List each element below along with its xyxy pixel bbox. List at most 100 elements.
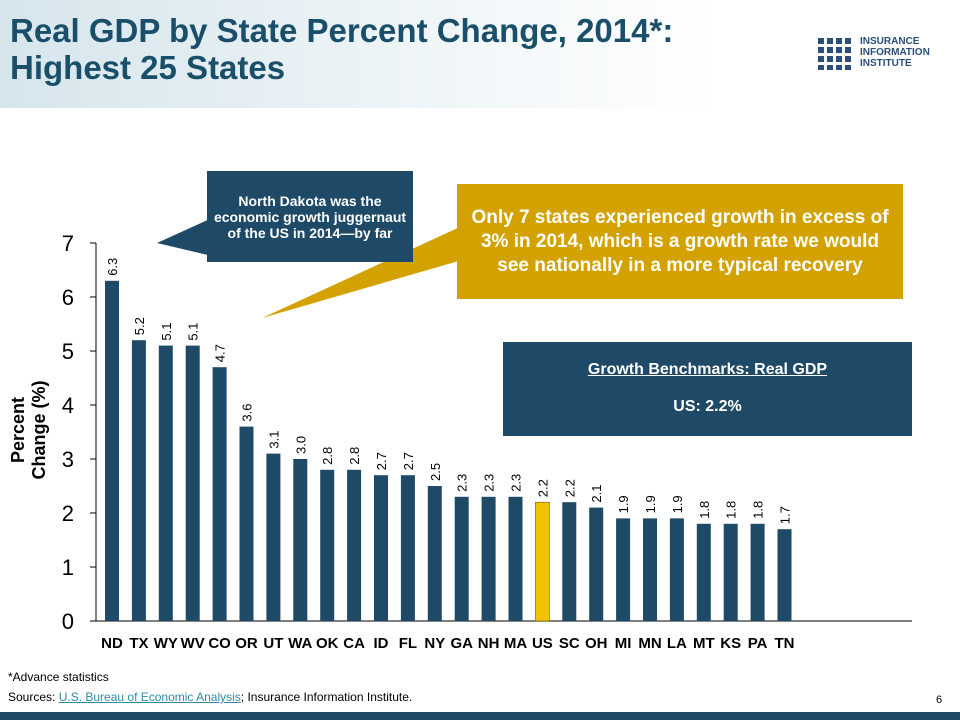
value-label-tn: 1.7	[778, 506, 793, 524]
value-label-sc: 2.2	[562, 479, 577, 497]
value-label-us: 2.2	[535, 479, 550, 497]
y-tick-label: 1	[62, 555, 74, 580]
x-label-pa: PA	[748, 635, 768, 652]
bar-mt	[696, 523, 711, 621]
x-label-ks: KS	[720, 635, 741, 652]
bar-fl	[400, 475, 415, 621]
bar-ks	[723, 523, 738, 621]
x-label-wy: WY	[154, 635, 178, 652]
nd-callout-pointer	[157, 218, 212, 256]
benchmark-title: Growth Benchmarks: Real GDP	[587, 361, 828, 378]
x-label-nh: NH	[478, 635, 500, 652]
title-line-1: Real GDP by State Percent Change, 2014*:	[10, 12, 674, 49]
x-label-mt: MT	[693, 635, 715, 652]
bar-co	[212, 367, 227, 621]
bar-ut	[266, 453, 281, 621]
value-label-ok: 2.8	[320, 447, 335, 465]
growth-benchmark-box: Growth Benchmarks: Real GDP US: 2.2%	[503, 342, 912, 436]
value-labels-group: 6.3 5.2 5.1 5.1 4.7 3.6 3.1 3.0 2.8 2.8 2.7 2.7 2.5 2…	[105, 258, 793, 524]
bar-mn	[643, 518, 657, 621]
x-label-id: ID	[374, 635, 389, 652]
value-label-nd: 6.3	[105, 258, 120, 276]
bar-ok	[320, 469, 335, 621]
bar-ca	[347, 469, 362, 621]
value-label-ks: 1.8	[724, 501, 739, 519]
bar-wy	[158, 345, 173, 621]
title-line-2: Highest 25 States	[10, 49, 286, 86]
y-tick-label: 5	[62, 339, 74, 364]
iii-logo: INSURANCE INFORMATION INSTITUTE	[816, 34, 956, 74]
y-tick-label: 7	[62, 231, 74, 256]
x-label-fl: FL	[399, 635, 417, 652]
x-label-ny: NY	[424, 635, 445, 652]
y-tick-label: 3	[62, 447, 74, 472]
value-label-mt: 1.8	[697, 501, 712, 519]
x-label-ma: MA	[504, 635, 527, 652]
benchmark-us-value: US: 2.2%	[673, 398, 742, 415]
bar-oh	[589, 507, 604, 621]
seven-states-callout: Only 7 states experienced growth in exce…	[457, 184, 903, 299]
bar-id	[374, 475, 388, 621]
bar-tn	[777, 529, 792, 621]
value-label-fl: 2.7	[401, 452, 416, 470]
x-label-ga: GA	[450, 635, 473, 652]
y-tick-label: 6	[62, 285, 74, 310]
value-label-pa: 1.8	[751, 501, 766, 519]
value-label-ga: 2.3	[455, 474, 470, 492]
value-label-wy: 5.1	[159, 323, 174, 341]
x-label-mn: MN	[638, 635, 661, 652]
logo-text-line-2: INFORMATION	[860, 47, 930, 58]
logo-text-line-1: INSURANCE	[860, 36, 920, 47]
x-label-tn: TN	[775, 635, 795, 652]
x-labels-group: ND TX WY WV CO OR UT WA OK CA ID FL NY GA NH MA US SC OH MI…	[101, 635, 794, 652]
iii-logo-mark	[816, 38, 854, 70]
value-label-ut: 3.1	[266, 431, 281, 449]
header-band	[0, 0, 960, 108]
value-label-ca: 2.8	[347, 447, 362, 465]
bea-source-link[interactable]: U.S. Bureau of Economic Analysis	[58, 690, 241, 704]
x-label-ok: OK	[316, 635, 339, 652]
x-label-oh: OH	[585, 635, 608, 652]
footnote: *Advance statistics	[8, 670, 109, 684]
bar-wv	[185, 345, 200, 621]
y-axis-label: Percent Change (%)	[8, 380, 49, 480]
page-number: 6	[936, 694, 943, 706]
value-label-oh: 2.1	[589, 485, 604, 503]
value-label-co: 4.7	[213, 344, 228, 362]
value-label-wa: 3.0	[293, 436, 308, 454]
x-label-mi: MI	[615, 635, 632, 652]
bar-ny	[427, 486, 442, 621]
x-label-or: OR	[235, 635, 258, 652]
value-label-nh: 2.3	[482, 474, 497, 492]
page-title: Real GDP by State Percent Change, 2014*:…	[10, 12, 810, 86]
sources-line: Sources: U.S. Bureau of Economic Analysi…	[8, 690, 412, 704]
y-tick-label: 4	[62, 393, 74, 418]
value-label-ma: 2.3	[509, 474, 524, 492]
bar-tx	[131, 340, 146, 621]
bar-nh	[481, 496, 496, 621]
bar-la	[669, 518, 684, 621]
value-label-mn: 1.9	[643, 495, 658, 513]
x-label-tx: TX	[129, 635, 148, 652]
sources-prefix: Sources:	[8, 690, 59, 704]
bottom-bar	[0, 712, 960, 720]
x-label-ca: CA	[343, 635, 365, 652]
bars-group	[105, 280, 792, 622]
bar-ma	[508, 496, 523, 621]
sources-suffix: ; Insurance Information Institute.	[240, 690, 413, 704]
x-label-us: US	[532, 635, 553, 652]
x-label-co: CO	[208, 635, 231, 652]
logo-text: INSURANCE INFORMATION INSTITUTE	[860, 36, 930, 69]
logo-text-line-3: INSTITUTE	[860, 58, 912, 69]
value-label-ny: 2.5	[428, 463, 443, 481]
x-label-sc: SC	[559, 635, 580, 652]
value-label-mi: 1.9	[616, 495, 631, 513]
bar-nd	[105, 280, 119, 621]
bar-us	[535, 501, 550, 622]
x-label-la: LA	[667, 635, 687, 652]
bar-pa	[750, 523, 765, 621]
value-label-id: 2.7	[374, 452, 389, 470]
value-label-tx: 5.2	[132, 317, 147, 335]
x-label-wa: WA	[288, 635, 312, 652]
y-tick-label: 2	[62, 501, 74, 526]
